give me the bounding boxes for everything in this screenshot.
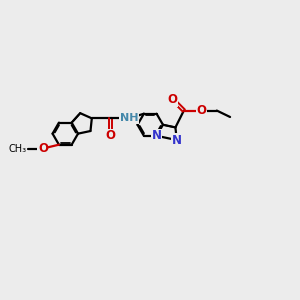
Text: N: N [172,134,182,147]
Text: N: N [152,129,162,142]
Text: O: O [196,104,206,117]
Text: CH₃: CH₃ [9,143,27,154]
Text: NH: NH [120,113,138,123]
Text: O: O [106,129,116,142]
Text: O: O [168,93,178,106]
Text: O: O [38,142,48,155]
